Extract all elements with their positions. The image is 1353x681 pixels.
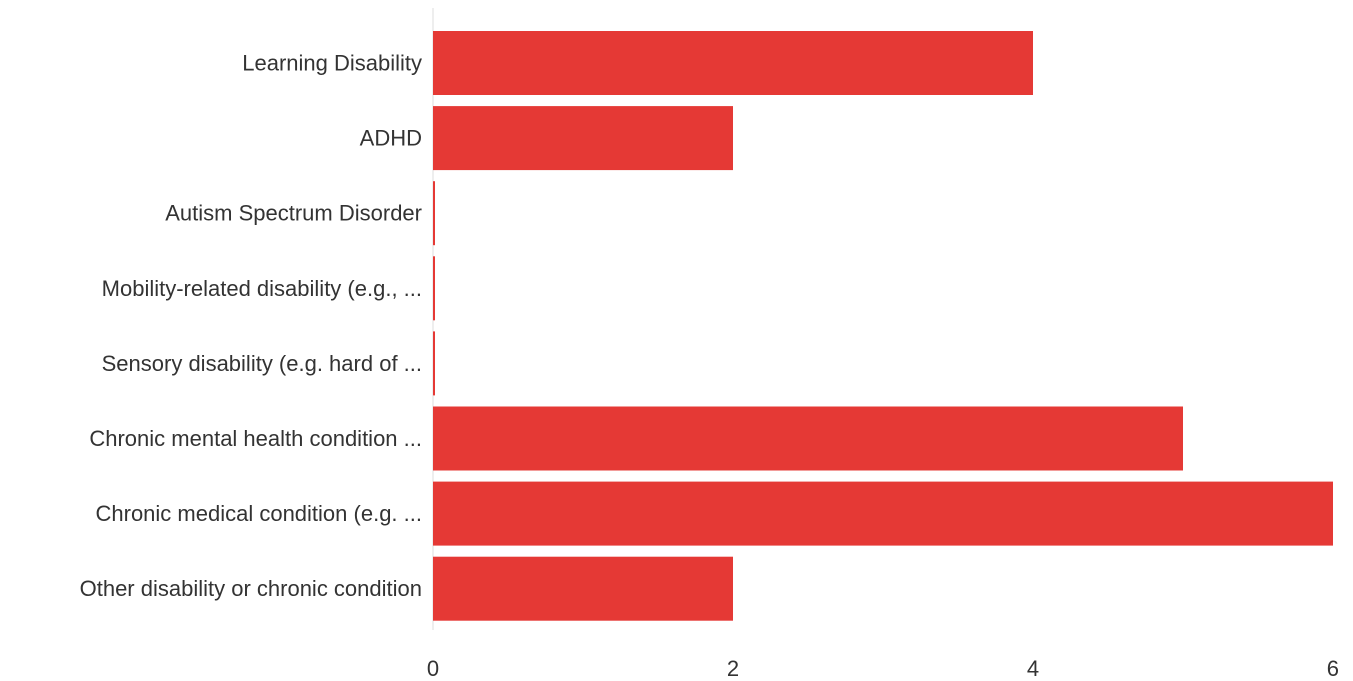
x-tick-label: 6 [1327,656,1339,681]
bar-0 [433,31,1033,95]
x-tick-label: 0 [427,656,439,681]
category-label: ADHD [360,126,422,151]
category-label: Sensory disability (e.g. hard of ... [102,351,422,376]
bars-group [433,31,1333,621]
bar-4 [433,331,435,396]
category-label: Autism Spectrum Disorder [165,201,422,226]
bar-3 [433,256,435,321]
x-tick-labels-group: 0 2 4 6 [427,656,1339,681]
category-label: Chronic medical condition (e.g. ... [96,501,423,526]
x-tick-label: 2 [727,656,739,681]
x-tick-label: 4 [1027,656,1039,681]
category-labels-group: Learning Disability ADHD Autism Spectrum D… [80,51,422,602]
bar-1 [433,106,733,171]
bar-7 [433,556,733,621]
bar-2 [433,181,435,246]
category-label: Other disability or chronic condition [80,576,422,601]
bar-6 [433,481,1333,546]
category-label: Mobility-related disability (e.g., ... [102,276,422,301]
bar-5 [433,406,1183,471]
category-label: Chronic mental health condition ... [89,426,422,451]
category-label: Learning Disability [242,51,422,76]
